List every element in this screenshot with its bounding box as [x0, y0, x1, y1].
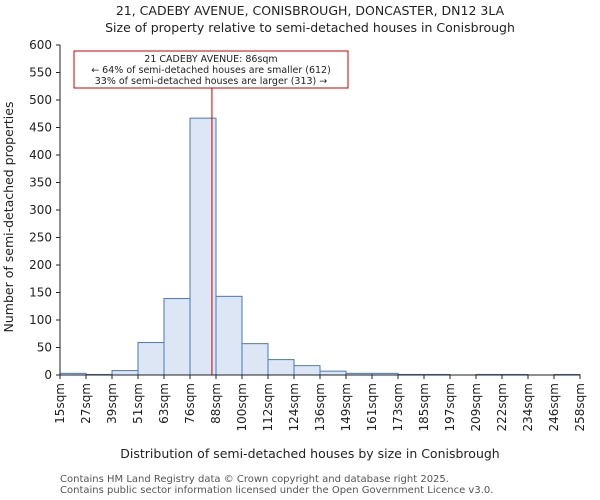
- y-tick-label: 350: [29, 176, 52, 190]
- x-tick-label: 51sqm: [131, 383, 145, 424]
- bar-100sqm: [241, 343, 269, 376]
- x-tick-label: 197sqm: [443, 383, 457, 431]
- y-tick-label: 300: [29, 203, 52, 217]
- y-tick-label: 100: [29, 313, 52, 327]
- bar-124sqm: [293, 365, 321, 376]
- x-tick-label: 15sqm: [53, 383, 67, 424]
- bar-51sqm: [137, 342, 165, 376]
- bar-88sqm: [215, 295, 243, 376]
- annotation-line-1: 21 CADEBY AVENUE: 86sqm: [144, 54, 277, 65]
- x-tick-label: 63sqm: [157, 383, 171, 424]
- x-tick-label: 149sqm: [339, 383, 353, 431]
- x-tick-label: 76sqm: [183, 383, 197, 424]
- bar-136sqm: [319, 370, 347, 376]
- y-tick-label: 550: [29, 66, 52, 80]
- x-tick-label: 185sqm: [417, 383, 431, 431]
- footer-line-2: Contains public sector information licen…: [60, 485, 494, 496]
- bar-63sqm: [163, 298, 191, 376]
- x-ticks: 15sqm 27sqm 39sqm 51sqm 63sqm 76sqm 88sqm 100sq…: [53, 375, 587, 431]
- bar-112sqm: [267, 359, 295, 376]
- footer-line-1: Contains HM Land Registry data © Crown c…: [60, 474, 449, 485]
- y-tick-label: 600: [29, 38, 52, 52]
- y-tick-label: 0: [44, 368, 52, 382]
- x-tick-label: 258sqm: [573, 383, 587, 431]
- x-tick-label: 246sqm: [547, 383, 561, 431]
- x-tick-label: 173sqm: [391, 383, 405, 431]
- x-tick-label: 222sqm: [495, 383, 509, 431]
- annotation-line-3: 33% of semi-detached houses are larger (…: [95, 76, 328, 87]
- x-tick-label: 209sqm: [469, 383, 483, 431]
- x-tick-label: 88sqm: [209, 383, 223, 424]
- bars-group: [59, 117, 581, 376]
- x-axis-label: Distribution of semi-detached houses by …: [120, 446, 499, 461]
- y-tick-label: 450: [29, 121, 52, 135]
- x-tick-label: 100sqm: [235, 383, 249, 431]
- y-tick-label: 150: [29, 286, 52, 300]
- bar-39sqm: [111, 370, 139, 376]
- y-tick-label: 50: [37, 341, 52, 355]
- marker-group: 21 CADEBY AVENUE: 86sqm← 64% of semi-det…: [73, 50, 349, 375]
- y-tick-label: 250: [29, 231, 52, 245]
- y-tick-label: 500: [29, 93, 52, 107]
- x-tick-label: 124sqm: [287, 383, 301, 431]
- y-tick-label: 200: [29, 258, 52, 272]
- x-tick-label: 112sqm: [261, 383, 275, 431]
- y-tick-label: 400: [29, 148, 52, 162]
- y-axis-label: Number of semi-detached properties: [1, 102, 16, 333]
- x-tick-label: 27sqm: [79, 383, 93, 424]
- y-ticks: 0 50 100 150 200 250 300 350 400 450 500 550 600: [29, 38, 60, 382]
- annotation-line-2: ← 64% of semi-detached houses are smalle…: [91, 65, 331, 76]
- x-tick-label: 161sqm: [365, 383, 379, 431]
- chart-title: 21, CADEBY AVENUE, CONISBROUGH, DONCASTE…: [116, 3, 505, 18]
- x-tick-label: 136sqm: [313, 383, 327, 431]
- x-tick-label: 234sqm: [521, 383, 535, 431]
- x-tick-label: 39sqm: [105, 383, 119, 424]
- annotation-box: [73, 50, 349, 89]
- chart-subtitle: Size of property relative to semi-detach…: [105, 20, 515, 35]
